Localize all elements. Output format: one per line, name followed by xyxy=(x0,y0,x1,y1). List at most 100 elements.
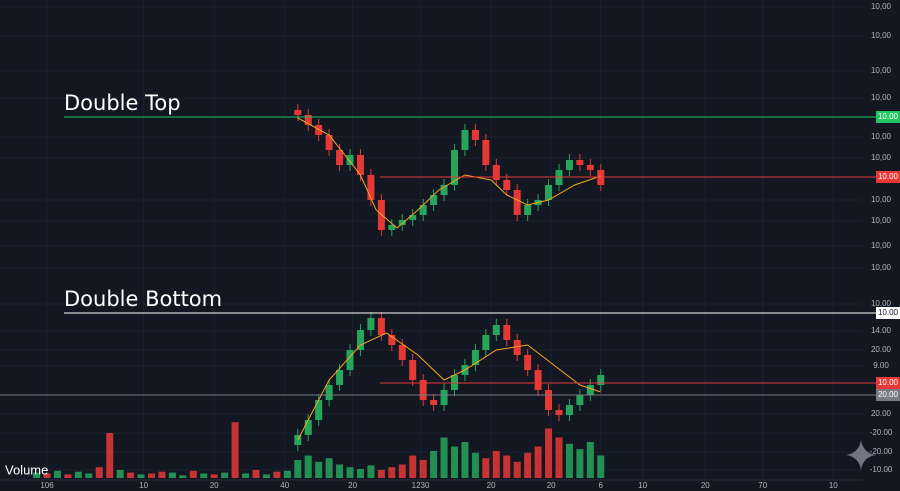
candle-body xyxy=(409,215,417,220)
watermark-icon xyxy=(846,440,876,470)
candle-body xyxy=(482,140,490,165)
y-tick-label: 10,00 xyxy=(871,153,892,162)
y-tick-label: 20.00 xyxy=(871,345,892,354)
candle-body xyxy=(325,135,333,150)
volume-bar xyxy=(95,467,103,478)
price-level-box xyxy=(876,171,900,183)
candle-body xyxy=(586,385,594,395)
volume-bar xyxy=(127,472,135,478)
candle-body xyxy=(430,195,438,205)
candle-body xyxy=(356,330,364,350)
volume-bar xyxy=(534,446,542,478)
volume-bar xyxy=(398,464,406,478)
price-level-box xyxy=(876,307,900,319)
price-level-box xyxy=(876,377,900,389)
volume-bar xyxy=(116,469,124,478)
candle-body xyxy=(503,325,511,340)
candle-body xyxy=(586,165,594,170)
volume-bar xyxy=(252,469,260,478)
candle-body xyxy=(492,165,500,180)
volume-bar xyxy=(315,461,323,478)
volume-bar xyxy=(148,473,156,478)
volume-bar xyxy=(576,449,584,478)
volume-bar xyxy=(283,470,291,478)
volume-bar xyxy=(451,446,459,478)
x-tick-label: 20 xyxy=(547,481,556,490)
candle-body xyxy=(325,385,333,400)
volume-bar xyxy=(179,475,187,478)
x-tick-label: 20 xyxy=(701,481,710,490)
candle-body xyxy=(346,155,354,165)
candle-body xyxy=(304,420,312,435)
y-tick-label: 10,00 xyxy=(871,2,892,11)
x-tick-label: 106 xyxy=(40,481,54,490)
candle-body xyxy=(461,130,469,150)
volume-bar xyxy=(346,467,354,478)
x-tick-label: 20 xyxy=(348,481,357,490)
volume-bar xyxy=(419,460,427,478)
volume-bar xyxy=(273,471,281,478)
volume-label: Volume xyxy=(5,462,48,477)
volume-bar xyxy=(200,473,208,478)
candle-body xyxy=(398,345,406,360)
price-level-box xyxy=(876,111,900,123)
volume-bar xyxy=(492,451,500,478)
y-tick-label: 14.00 xyxy=(871,326,892,335)
volume-bar xyxy=(545,428,553,478)
price-level-label: 20.00 xyxy=(878,390,899,399)
volume-bar xyxy=(325,458,333,478)
x-tick-label: 70 xyxy=(758,481,767,490)
candle-body xyxy=(367,318,375,330)
volume-bar xyxy=(262,474,270,478)
volume-bar xyxy=(513,461,521,478)
y-tick-label: -20.00 xyxy=(870,428,893,437)
candle-body xyxy=(513,190,521,215)
candle-body xyxy=(346,350,354,370)
y-tick-label: 20.00 xyxy=(871,409,892,418)
candle-body xyxy=(576,160,584,165)
y-tick-label: 10,00 xyxy=(871,241,892,250)
candle-body xyxy=(315,400,323,420)
candle-body xyxy=(503,180,511,190)
candle-body xyxy=(576,395,584,405)
volume-bar xyxy=(597,455,605,478)
volume-bar xyxy=(388,467,396,478)
volume-bar xyxy=(586,442,594,478)
volume-bar xyxy=(440,437,448,478)
volume-bar xyxy=(43,473,51,478)
y-tick-label: -20.00 xyxy=(870,447,893,456)
candle-body xyxy=(398,220,406,225)
volume-bar xyxy=(409,455,417,478)
candle-body xyxy=(419,380,427,400)
price-level-label: 10.00 xyxy=(878,378,899,387)
y-tick-label: 10.00 xyxy=(871,299,892,308)
volume-bar xyxy=(336,464,344,478)
candle-body xyxy=(471,350,479,365)
candle-body xyxy=(409,360,417,380)
y-tick-label: 10,00 xyxy=(871,195,892,204)
volume-bar xyxy=(242,473,250,478)
volume-bar xyxy=(482,458,490,478)
volume-bar xyxy=(53,470,61,478)
candle-body xyxy=(419,205,427,215)
x-tick-label: 10 xyxy=(829,481,838,490)
volume-bar xyxy=(85,473,93,478)
candle-body xyxy=(534,370,542,390)
pattern-title: Double Top xyxy=(64,91,181,115)
x-tick-label: 10 xyxy=(139,481,148,490)
volume-bar xyxy=(33,472,41,478)
candle-body xyxy=(524,205,532,215)
x-tick-label: 6 xyxy=(599,481,604,490)
volume-bar xyxy=(461,442,469,478)
candle-body xyxy=(482,335,490,350)
candle-body xyxy=(597,375,605,385)
volume-bar xyxy=(168,472,176,478)
candle-body xyxy=(545,185,553,200)
volume-bar xyxy=(555,437,563,478)
candle-body xyxy=(336,150,344,165)
candle-body xyxy=(524,355,532,370)
plot xyxy=(0,104,876,478)
candle-body xyxy=(565,160,573,170)
